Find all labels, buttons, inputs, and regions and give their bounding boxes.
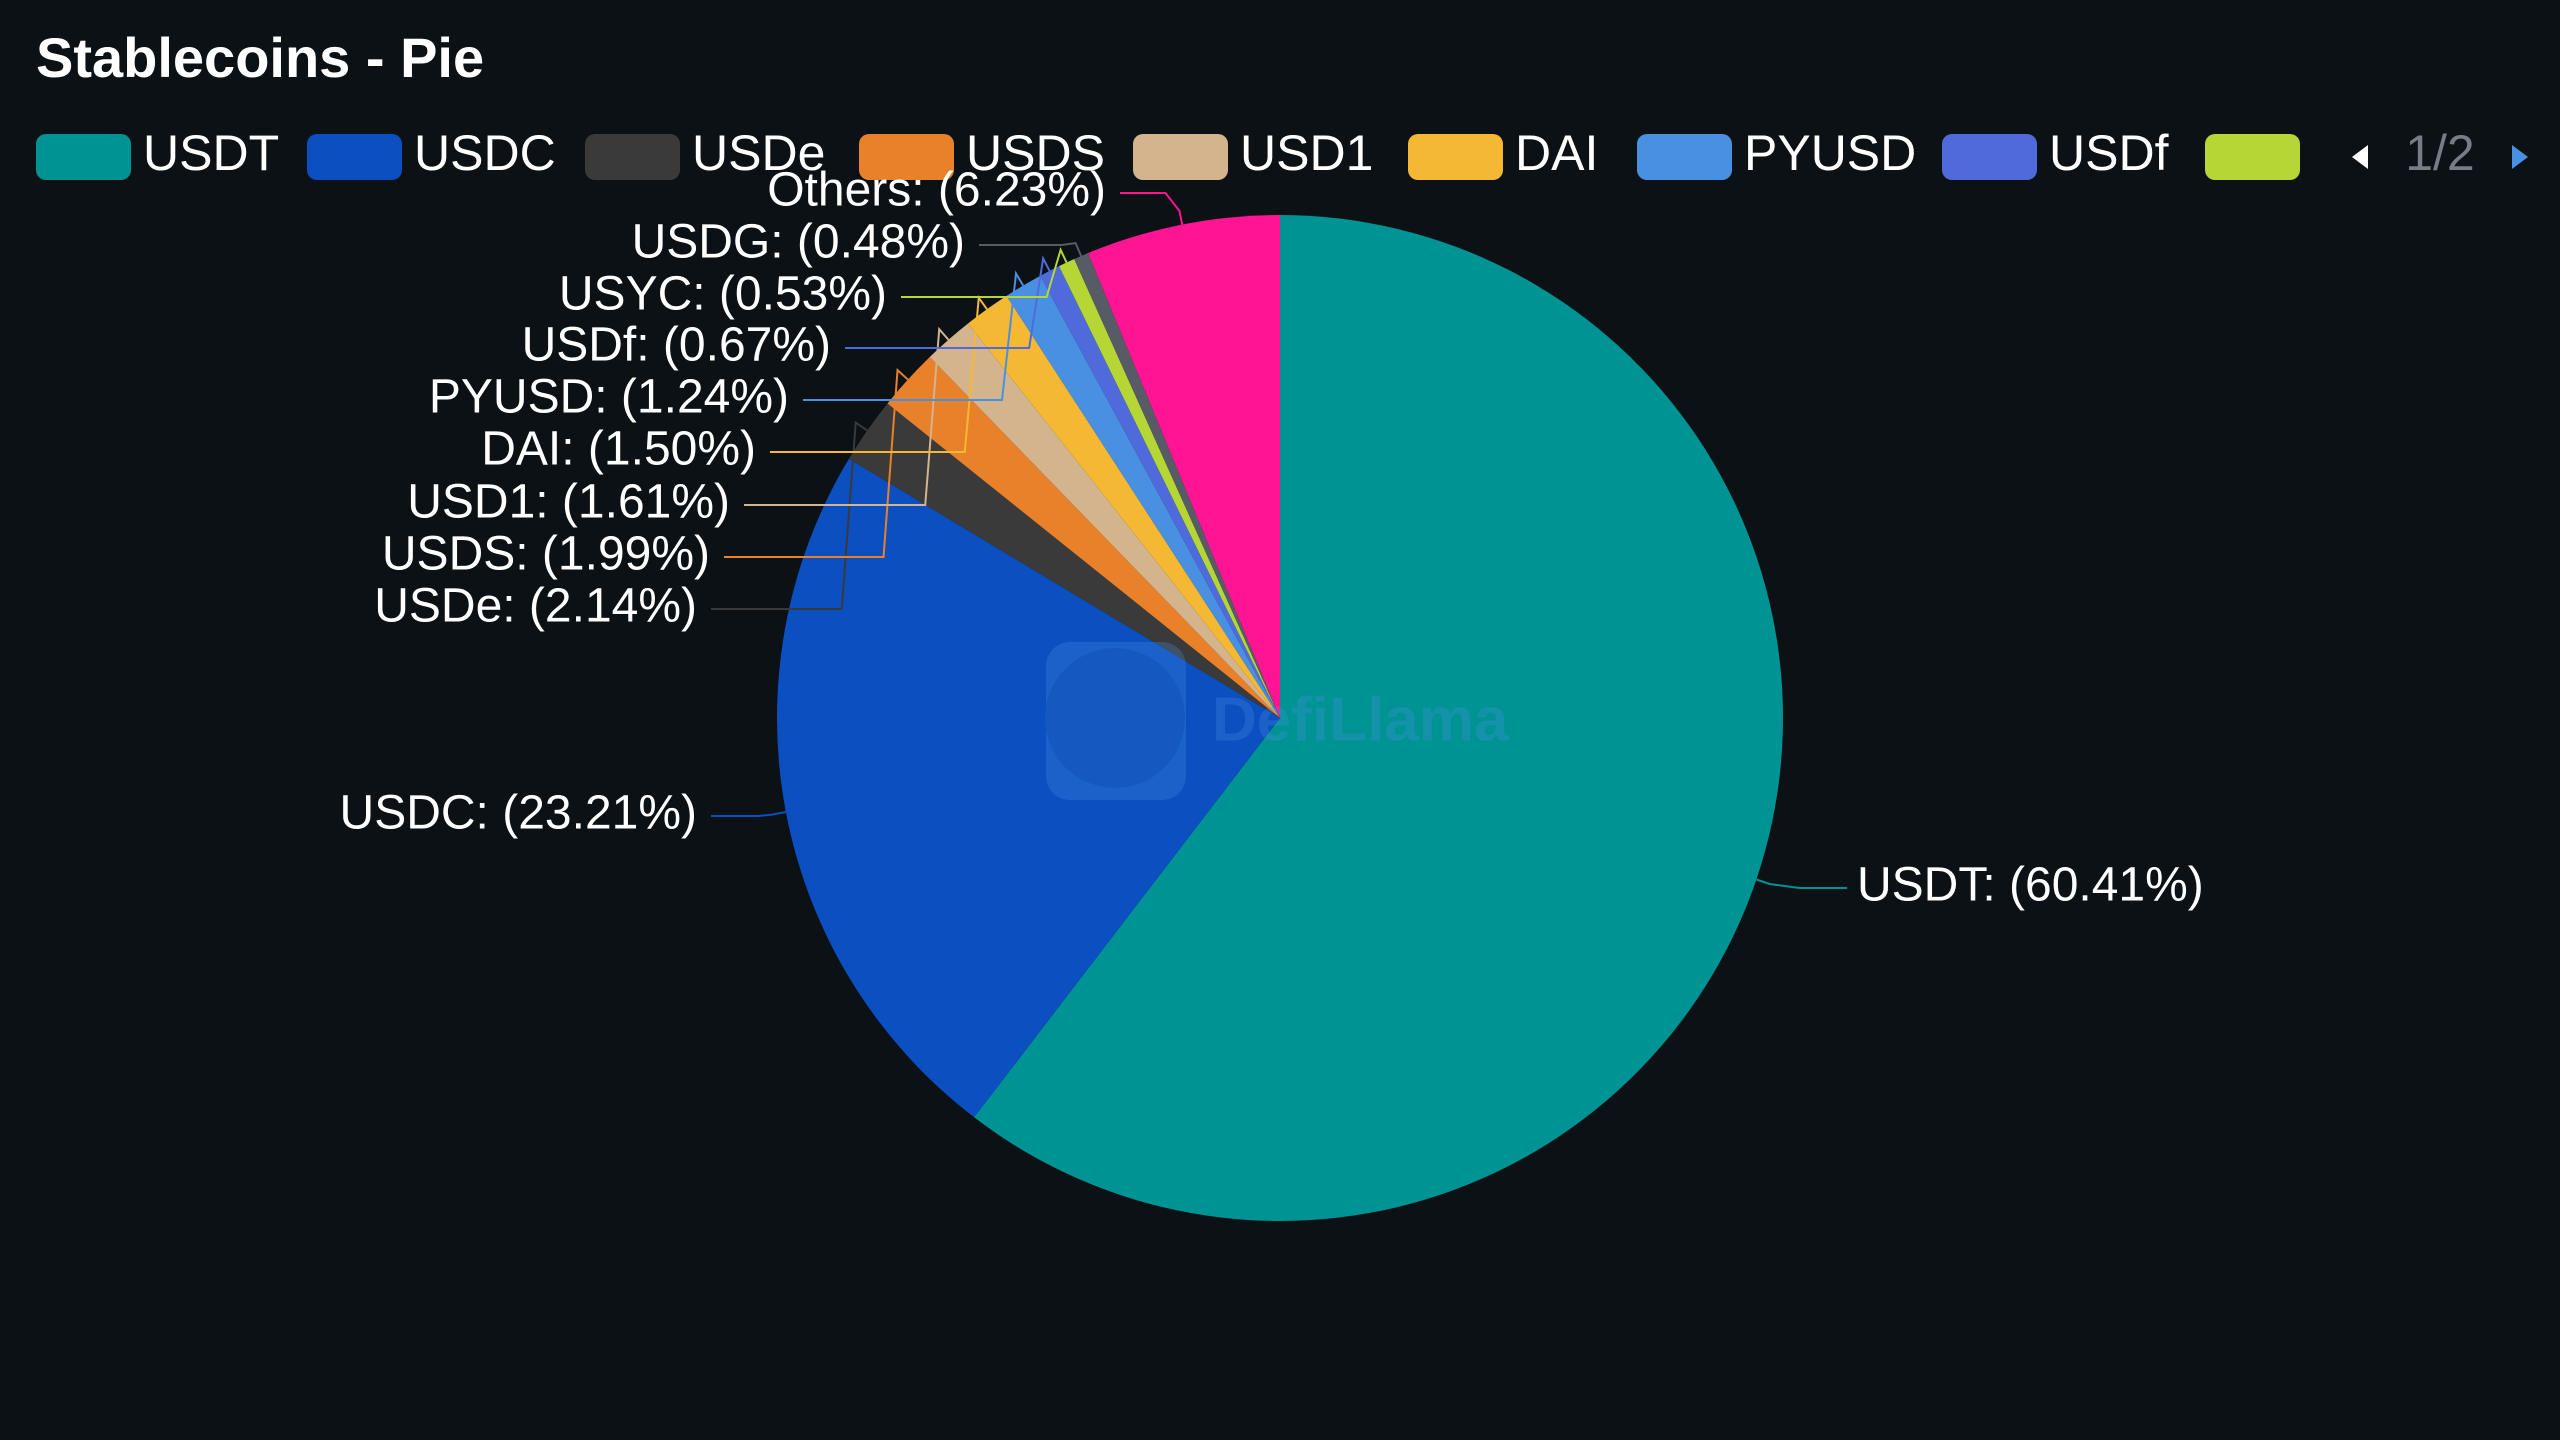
pie-slice xyxy=(974,215,1783,1221)
data-label: USDf: (0.67%) xyxy=(522,319,831,372)
pie-slice xyxy=(887,356,1280,718)
data-label: USD1: (1.61%) xyxy=(407,476,730,529)
leader-line xyxy=(1756,878,1847,889)
pie-slice xyxy=(1006,275,1280,718)
legend-label[interactable]: PYUSD xyxy=(1744,125,1916,181)
legend-label[interactable]: USD1 xyxy=(1240,125,1373,181)
pie: USDT: (60.41%) USDC: (23.21%) USDe: (2.14%… xyxy=(340,164,2204,1221)
leader-line xyxy=(724,368,909,558)
data-label: USDS: (1.99%) xyxy=(382,528,710,581)
legend-swatch[interactable] xyxy=(1942,134,2037,180)
pie-slice xyxy=(929,323,1280,718)
legend-swatch[interactable] xyxy=(36,134,131,180)
leader-line xyxy=(711,811,787,817)
chart-title: Stablecoins - Pie xyxy=(36,26,484,89)
legend-label[interactable]: USDf xyxy=(2049,125,2169,181)
legend-swatch[interactable] xyxy=(1133,134,1228,180)
pie-slice xyxy=(968,295,1280,718)
data-label: PYUSD: (1.24%) xyxy=(429,371,789,424)
legend-next[interactable] xyxy=(2512,145,2528,169)
legend-label[interactable]: USDS xyxy=(966,125,1105,181)
pie-slice xyxy=(1074,253,1280,719)
pie-slice xyxy=(848,403,1280,718)
leader-line xyxy=(845,255,1051,349)
leader-line xyxy=(711,420,868,610)
leader-line xyxy=(1120,192,1184,225)
watermark-logo xyxy=(1045,648,1185,788)
data-label: DAI: (1.50%) xyxy=(481,423,756,476)
pie-slice xyxy=(1088,215,1280,718)
legend-swatch[interactable] xyxy=(585,134,680,180)
legend-label[interactable]: DAI xyxy=(1515,125,1598,181)
pie-slice xyxy=(1040,266,1280,718)
legend-prev[interactable] xyxy=(2352,145,2368,169)
legend-label[interactable]: USDT xyxy=(143,125,279,181)
legend-label[interactable]: USDC xyxy=(414,125,556,181)
legend-label[interactable]: USDe xyxy=(692,125,825,181)
legend-swatch[interactable] xyxy=(2205,134,2300,180)
leader-line xyxy=(770,295,988,453)
watermark-group: DefiLlama xyxy=(1045,642,1509,800)
leader-line xyxy=(803,270,1025,401)
data-label: Others: (6.23%) xyxy=(767,164,1106,217)
watermark: DefiLlama xyxy=(1212,685,1509,754)
data-label: USDC: (23.21%) xyxy=(340,787,697,840)
legend-page: 1/2 xyxy=(2405,125,2475,181)
data-label: USYC: (0.53%) xyxy=(559,268,887,321)
legend-swatch[interactable] xyxy=(859,134,954,180)
leader-line xyxy=(744,326,950,506)
data-label: USDe: (2.14%) xyxy=(374,580,697,633)
legend-swatch[interactable] xyxy=(307,134,402,180)
legend[interactable]: USDTUSDCUSDeUSDSUSD1DAIPYUSDUSDfUSYC xyxy=(36,125,2451,181)
legend-swatch[interactable] xyxy=(1408,134,1503,180)
watermark-logo xyxy=(1046,642,1186,800)
leader-line xyxy=(901,247,1068,298)
pie-slice xyxy=(777,458,1280,1118)
data-label: USDT: (60.41%) xyxy=(1857,859,2204,912)
legend-swatch[interactable] xyxy=(1637,134,1732,180)
pie-slice xyxy=(1059,259,1280,718)
leader-line xyxy=(979,242,1083,257)
data-label: USDG: (0.48%) xyxy=(632,216,965,269)
